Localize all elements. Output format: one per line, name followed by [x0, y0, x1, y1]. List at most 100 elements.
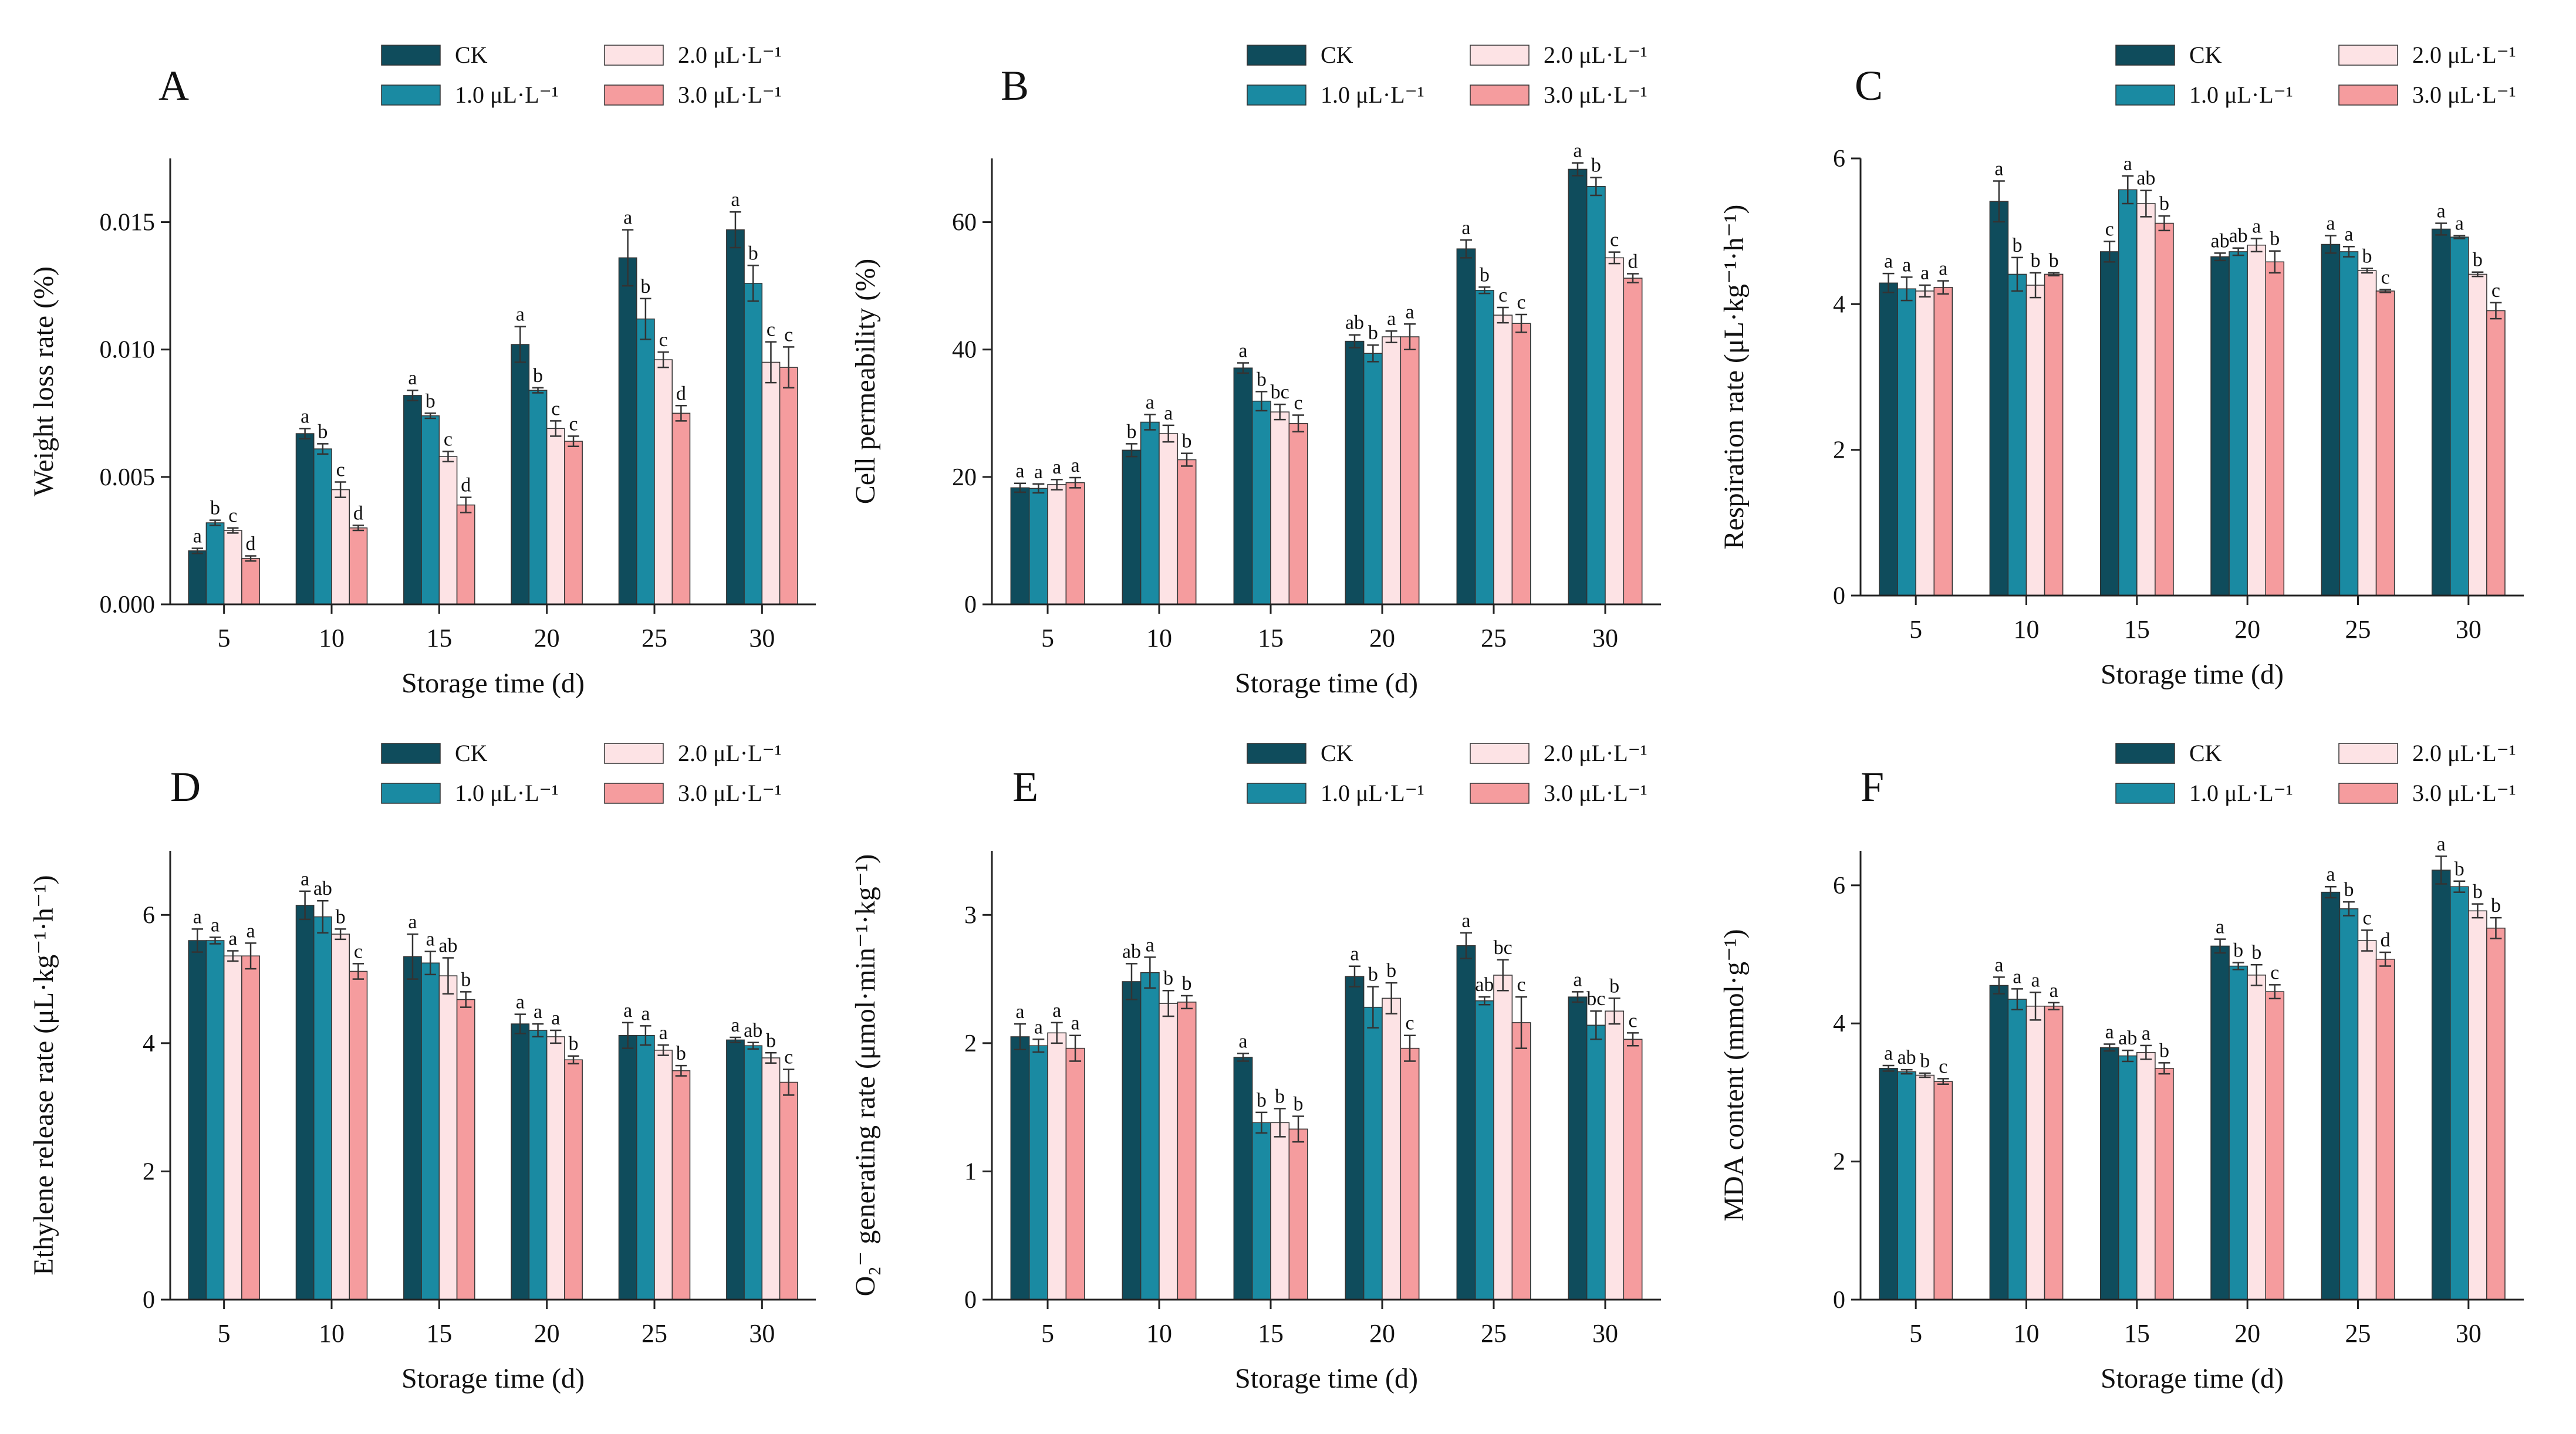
significance-letter: b — [2159, 1040, 2169, 1061]
bar — [1915, 290, 1934, 596]
legend-swatch — [604, 84, 664, 106]
x-tick-label: 5 — [1909, 1319, 1922, 1348]
y-tick-label: 1 — [964, 1158, 977, 1185]
bar — [241, 558, 260, 605]
bar — [511, 1023, 530, 1300]
significance-letter: b — [336, 906, 346, 928]
error-bar — [2214, 252, 2226, 262]
error-bar — [568, 1055, 579, 1065]
legend-label: 3.0 μL·L⁻¹ — [678, 780, 782, 806]
error-bar — [460, 991, 472, 1008]
significance-letter: a — [516, 992, 525, 1013]
bar — [421, 962, 440, 1300]
significance-letter: a — [2437, 833, 2446, 855]
x-tick-label: 15 — [2124, 1319, 2150, 1348]
bar — [1288, 422, 1308, 605]
error-bar — [2140, 190, 2152, 218]
bar — [761, 1057, 781, 1300]
significance-letter: a — [1146, 391, 1154, 413]
bar — [1511, 323, 1531, 605]
significance-letter: a — [1350, 943, 1359, 965]
significance-letter: b — [1182, 973, 1192, 995]
significance-letter: a — [534, 1001, 542, 1023]
significance-letter: b — [2031, 250, 2041, 272]
error-bar — [2030, 992, 2041, 1021]
significance-letter: c — [1939, 1056, 1947, 1077]
legend-label: CK — [455, 740, 488, 766]
significance-letter: a — [2050, 980, 2058, 1002]
error-bar — [1515, 996, 1528, 1049]
error-bar — [1051, 1022, 1063, 1044]
error-bar — [2343, 901, 2355, 916]
significance-letter: a — [1387, 308, 1396, 330]
y-tick-label: 3 — [964, 902, 977, 929]
error-bar — [1478, 996, 1491, 1006]
x-tick-label: 5 — [218, 624, 231, 652]
bar — [1177, 1002, 1197, 1300]
significance-letter: a — [1461, 217, 1470, 239]
error-bar — [730, 1036, 741, 1044]
error-bar — [657, 351, 669, 368]
bar — [2339, 251, 2359, 596]
error-bar — [747, 265, 759, 302]
error-bar — [622, 1022, 634, 1049]
error-bar — [1032, 1039, 1045, 1053]
bar — [2431, 870, 2451, 1300]
error-bar — [1626, 273, 1639, 283]
bar — [2025, 1006, 2045, 1300]
error-bar — [335, 481, 346, 498]
y-tick-label: 2 — [143, 1158, 155, 1185]
bar — [1363, 353, 1383, 605]
significance-letter: a — [2326, 864, 2335, 885]
error-bar — [2435, 222, 2447, 236]
significance-letter: a — [2142, 1023, 2150, 1044]
legend-swatch — [1247, 743, 1306, 764]
bar — [1879, 1067, 1898, 1300]
axis-line — [991, 851, 1661, 1301]
error-bar — [1255, 391, 1268, 412]
error-bar — [2324, 235, 2337, 254]
significance-letter: b — [1386, 960, 1396, 982]
bar — [546, 1036, 565, 1300]
legend-swatch — [604, 45, 664, 66]
significance-letter: ab — [1345, 312, 1364, 334]
legend-swatch — [2338, 743, 2398, 764]
error-bar — [2379, 289, 2392, 293]
legend-swatch — [1247, 783, 1306, 804]
error-bar — [299, 428, 311, 439]
y-tick-label: 2 — [964, 1030, 977, 1057]
bar — [671, 1070, 691, 1300]
significance-letter: bc — [1494, 937, 1512, 959]
bar — [1345, 340, 1365, 605]
error-bar — [209, 519, 221, 526]
bar — [1933, 1081, 1953, 1300]
significance-letter: a — [1052, 456, 1061, 478]
bar — [2450, 236, 2469, 596]
significance-letter: a — [2123, 153, 2132, 175]
error-bar — [1274, 403, 1286, 421]
significance-letter: c — [444, 428, 453, 450]
error-bar — [1403, 323, 1416, 350]
legend-swatch — [381, 783, 441, 804]
error-bar — [191, 928, 203, 953]
error-bar — [532, 1023, 544, 1038]
significance-letter: d — [1628, 251, 1638, 273]
x-tick-label: 5 — [1041, 1319, 1054, 1348]
bar — [188, 550, 207, 605]
bar — [1989, 985, 2009, 1300]
y-tick-label: 0 — [1833, 583, 1845, 610]
bar — [2229, 251, 2248, 596]
significance-letter: b — [2455, 858, 2464, 880]
significance-letter: a — [659, 1022, 668, 1044]
bar — [2099, 251, 2119, 596]
error-bar — [407, 389, 418, 401]
bar — [2321, 243, 2341, 596]
y-tick-label: 0.005 — [100, 464, 156, 491]
error-bar — [227, 527, 239, 534]
legend-label: 1.0 μL·L⁻¹ — [455, 780, 559, 806]
significance-letter: c — [354, 941, 363, 962]
significance-letter: a — [2252, 216, 2261, 238]
error-bar — [640, 297, 651, 340]
x-tick-label: 25 — [1481, 1319, 1507, 1348]
bar — [1270, 1122, 1290, 1300]
